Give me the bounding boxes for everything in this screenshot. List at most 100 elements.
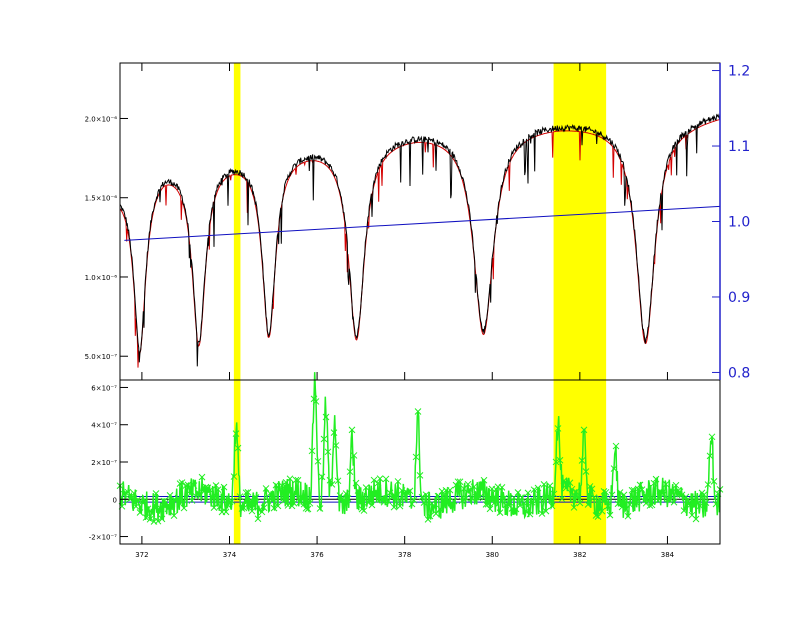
residual-point — [142, 514, 150, 521]
residual-point — [610, 465, 618, 472]
residual-point — [668, 489, 676, 496]
residual-point — [602, 488, 610, 496]
residual-point — [672, 481, 680, 489]
x-tick-label: 380 — [486, 551, 499, 559]
residual-point — [702, 499, 710, 507]
top-y-tick-label: 5.0×10⁻⁷ — [85, 353, 118, 361]
residual-point — [680, 507, 688, 514]
residual-point — [620, 491, 628, 499]
residual-point — [360, 507, 368, 514]
residual-point — [632, 498, 640, 506]
residual-point — [356, 499, 364, 507]
residual-point — [596, 495, 604, 503]
residual-point — [496, 509, 504, 516]
residual-point — [660, 490, 668, 498]
residual-point — [270, 504, 278, 512]
residual-point — [242, 489, 250, 497]
residual-point — [418, 493, 426, 501]
right-y-tick-label: 1.2 — [728, 64, 750, 80]
residual-point — [396, 502, 404, 510]
residual-point — [690, 497, 698, 505]
residual-point — [600, 488, 608, 495]
top-y-tick-label: 1.5×10⁻⁶ — [85, 195, 118, 203]
residual-point — [308, 447, 316, 455]
residual-point — [490, 499, 498, 507]
residual-point — [260, 504, 268, 512]
residual-point — [426, 512, 434, 520]
residual-point — [156, 504, 164, 512]
residual-point — [290, 499, 298, 507]
residual-point — [160, 497, 168, 505]
residual-point — [210, 504, 218, 512]
residual-point — [366, 496, 374, 503]
residual-point — [230, 473, 238, 480]
residual-point — [652, 475, 660, 483]
residual-point — [376, 475, 384, 482]
residual-point — [664, 495, 672, 503]
residual-point — [198, 473, 206, 481]
residual-point — [624, 512, 632, 520]
residual-point — [592, 512, 600, 519]
residual-point — [286, 475, 294, 483]
residual-point — [532, 497, 540, 505]
residual-point — [628, 486, 636, 494]
residual-point — [248, 507, 256, 515]
residual-point — [274, 502, 282, 510]
residual-point — [510, 494, 518, 501]
x-tick-label: 374 — [223, 551, 237, 559]
residual-point — [706, 452, 714, 460]
residual-point — [474, 494, 482, 502]
residual-point — [174, 494, 182, 502]
x-tick-label: 382 — [573, 551, 586, 559]
residual-point — [614, 500, 622, 508]
residual-point — [412, 453, 420, 461]
residual-point — [538, 510, 546, 517]
residual-point — [514, 489, 522, 496]
residual-point — [478, 485, 486, 493]
residual-point — [456, 478, 464, 486]
residual-point — [518, 494, 526, 501]
residual-point — [352, 479, 360, 487]
residual-point — [712, 500, 720, 508]
residual-point — [430, 502, 438, 510]
residual-point — [520, 499, 528, 507]
residual-point — [446, 486, 454, 494]
residual-point — [588, 485, 596, 493]
residual-point — [694, 499, 702, 507]
residual-point — [252, 494, 260, 501]
continuum-ratio-line — [124, 205, 721, 241]
residual-point — [208, 493, 216, 501]
residual-point — [696, 502, 704, 510]
residual-point — [294, 476, 302, 484]
residual-point — [436, 505, 444, 513]
right-y-tick-label: 0.9 — [728, 290, 750, 306]
bottom-y-tick-label: -2×10⁻⁷ — [89, 534, 117, 542]
residual-point — [276, 486, 284, 494]
right-y-tick-label: 0.8 — [728, 365, 750, 381]
residual-point — [670, 498, 678, 506]
bottom-y-tick-label: 2×10⁻⁷ — [91, 459, 117, 467]
residual-panel — [116, 372, 724, 525]
residual-point — [398, 487, 406, 494]
residual-point — [544, 494, 552, 501]
residual-point — [556, 456, 564, 464]
residual-point — [166, 492, 174, 499]
residual-point — [524, 489, 532, 497]
residual-point — [626, 501, 634, 509]
residual-point — [522, 508, 530, 515]
residual-point — [338, 495, 346, 503]
residual-point — [364, 499, 372, 506]
residual-point — [414, 408, 422, 415]
observed-spectrum-line — [119, 113, 721, 367]
residual-point — [662, 480, 670, 488]
residual-point — [470, 483, 478, 491]
residual-point — [368, 501, 376, 509]
residual-point — [280, 496, 288, 504]
bottom-y-tick-label: 0 — [113, 496, 117, 504]
residual-point — [354, 487, 362, 494]
residual-point — [292, 476, 300, 484]
residual-point — [122, 489, 130, 497]
residual-point — [132, 503, 140, 510]
residual-point — [420, 499, 428, 506]
residual-point — [266, 490, 274, 497]
